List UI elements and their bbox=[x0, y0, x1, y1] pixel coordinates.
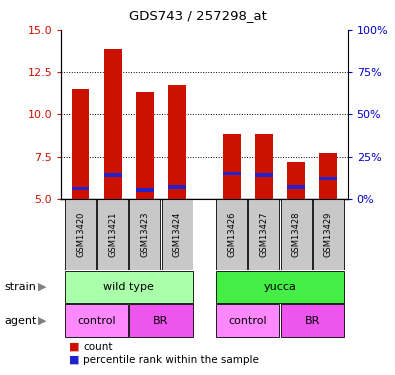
Bar bbox=[104, 50, 122, 199]
Bar bbox=[130, 304, 192, 337]
Bar bbox=[320, 177, 337, 180]
Bar bbox=[287, 185, 305, 189]
Text: GSM13428: GSM13428 bbox=[292, 211, 301, 257]
Bar bbox=[313, 199, 344, 270]
Bar bbox=[192, 199, 216, 270]
Text: ■: ■ bbox=[69, 355, 80, 365]
Bar bbox=[216, 271, 344, 303]
Text: ▶: ▶ bbox=[38, 282, 46, 292]
Bar bbox=[168, 185, 186, 189]
Bar bbox=[71, 89, 89, 199]
Bar bbox=[130, 199, 160, 270]
Text: GDS743 / 257298_at: GDS743 / 257298_at bbox=[128, 9, 267, 22]
Bar bbox=[248, 199, 279, 270]
Bar bbox=[223, 172, 241, 175]
Text: GSM13426: GSM13426 bbox=[227, 211, 236, 257]
Text: yucca: yucca bbox=[263, 282, 297, 292]
Bar bbox=[65, 199, 96, 270]
Bar bbox=[104, 173, 122, 177]
Text: GSM13427: GSM13427 bbox=[260, 211, 269, 257]
Text: GSM13429: GSM13429 bbox=[324, 211, 333, 257]
Text: ▶: ▶ bbox=[38, 316, 46, 326]
Bar bbox=[97, 199, 128, 270]
Bar bbox=[168, 85, 186, 199]
Bar bbox=[320, 153, 337, 199]
Text: wild type: wild type bbox=[103, 282, 154, 292]
Bar bbox=[255, 134, 273, 199]
Text: agent: agent bbox=[4, 316, 36, 326]
Bar bbox=[281, 199, 312, 270]
Bar bbox=[281, 304, 344, 337]
Text: control: control bbox=[77, 316, 116, 326]
Text: BR: BR bbox=[305, 316, 320, 326]
Text: GSM13420: GSM13420 bbox=[76, 211, 85, 257]
Text: BR: BR bbox=[153, 316, 169, 326]
Text: GSM13421: GSM13421 bbox=[108, 211, 117, 257]
Bar bbox=[255, 173, 273, 177]
Bar bbox=[71, 187, 89, 190]
Text: control: control bbox=[229, 316, 267, 326]
Text: strain: strain bbox=[4, 282, 36, 292]
Text: ■: ■ bbox=[69, 342, 80, 352]
Bar bbox=[216, 199, 247, 270]
Text: percentile rank within the sample: percentile rank within the sample bbox=[83, 355, 259, 365]
Bar bbox=[216, 304, 279, 337]
Bar bbox=[136, 93, 154, 199]
Text: GSM13423: GSM13423 bbox=[140, 211, 149, 257]
Text: GSM13424: GSM13424 bbox=[173, 211, 182, 257]
Bar bbox=[223, 134, 241, 199]
Bar bbox=[65, 271, 192, 303]
Bar bbox=[65, 304, 128, 337]
Bar bbox=[162, 199, 192, 270]
Bar bbox=[136, 189, 154, 192]
Bar bbox=[287, 162, 305, 199]
Text: count: count bbox=[83, 342, 113, 352]
